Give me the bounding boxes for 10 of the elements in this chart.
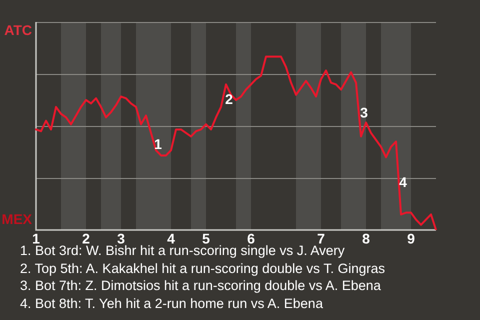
text: 4. Bot 8th: T. Yeh hit a 2-run home run vs A. Ebena bbox=[20, 294, 324, 312]
x-tick-label: 8 bbox=[362, 230, 370, 246]
text: ATC bbox=[4, 22, 32, 38]
text: 2. Top 5th: A. Kakakhel hit a run-scoring double vs T. Gingras bbox=[20, 260, 385, 277]
text: MEX bbox=[2, 210, 33, 227]
text: 3. Bot 7th: Z. Dimotsios hit a run-scoring double vs A. Ebena bbox=[20, 277, 382, 294]
annotation: 2 bbox=[225, 90, 234, 107]
annotation: 1 bbox=[154, 136, 162, 152]
annotation: 3 bbox=[360, 104, 368, 121]
x-tick-label: 9 bbox=[407, 230, 416, 246]
